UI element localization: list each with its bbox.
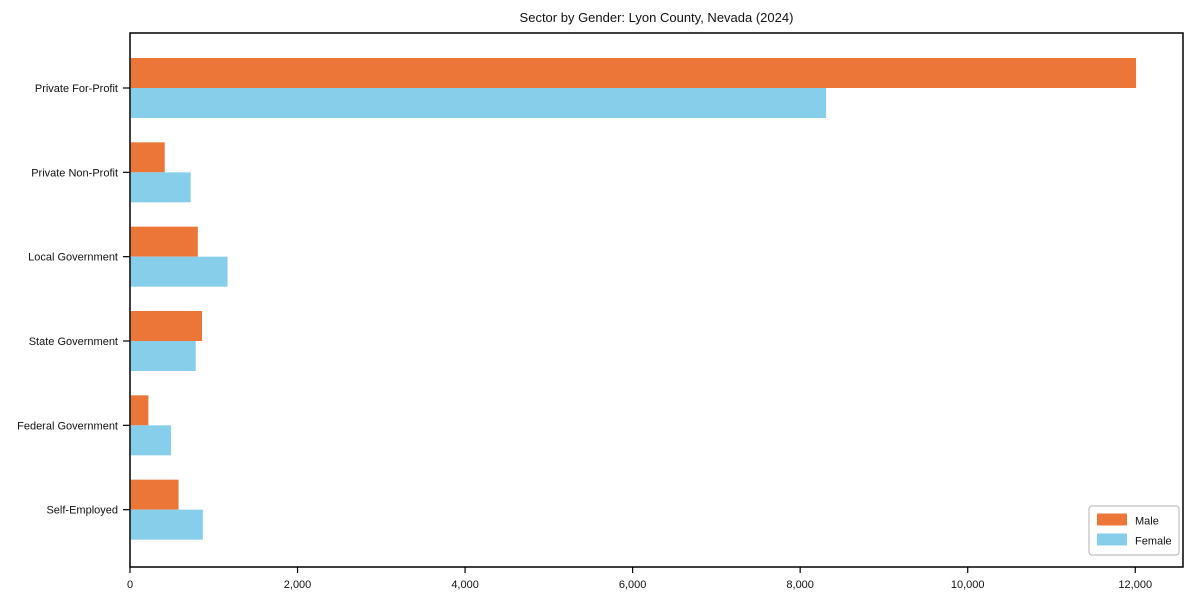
bar-female-private-for-profit bbox=[130, 88, 827, 118]
y-tick-label-private-for-profit: Private For-Profit bbox=[35, 83, 118, 95]
x-tick-label-12000: 12,000 bbox=[1118, 579, 1152, 591]
plot-frame bbox=[129, 32, 1184, 568]
x-tick-label-4000: 4,000 bbox=[451, 579, 479, 591]
bar-female-state-government bbox=[130, 340, 196, 371]
y-tick-label-self-employed: Self-Employed bbox=[46, 505, 118, 517]
bar-female-federal-government bbox=[130, 425, 172, 456]
x-tick-label-8000: 8,000 bbox=[786, 579, 814, 591]
bar-male-private-for-profit bbox=[130, 58, 1137, 88]
bar-male-private-non-profit bbox=[130, 142, 165, 173]
bar-male-federal-government bbox=[130, 395, 149, 426]
y-tick-label-state-government: State Government bbox=[29, 336, 118, 348]
legend-swatch-female bbox=[1097, 533, 1127, 546]
x-tick-label-0: 0 bbox=[127, 579, 133, 591]
legend-label-male: Male bbox=[1135, 516, 1159, 528]
y-tick-label-private-non-profit: Private Non-Profit bbox=[31, 167, 118, 179]
bar-male-self-employed bbox=[130, 479, 179, 510]
bar-female-private-non-profit bbox=[130, 172, 191, 203]
legend-box bbox=[1088, 505, 1180, 556]
y-tick-label-federal-government: Federal Government bbox=[17, 420, 118, 432]
bar-female-self-employed bbox=[130, 509, 203, 540]
x-tick-label-6000: 6,000 bbox=[619, 579, 647, 591]
legend-label-female: Female bbox=[1135, 536, 1172, 548]
legend-swatch-male bbox=[1097, 513, 1127, 526]
chart-title: Sector by Gender: Lyon County, Nevada (2… bbox=[519, 10, 794, 25]
x-tick-label-2000: 2,000 bbox=[284, 579, 312, 591]
bar-male-state-government bbox=[130, 310, 203, 341]
x-tick-label-10000: 10,000 bbox=[951, 579, 985, 591]
bar-male-local-government bbox=[130, 226, 198, 257]
y-tick-label-local-government: Local Government bbox=[28, 252, 118, 264]
bar-female-local-government bbox=[130, 256, 228, 287]
